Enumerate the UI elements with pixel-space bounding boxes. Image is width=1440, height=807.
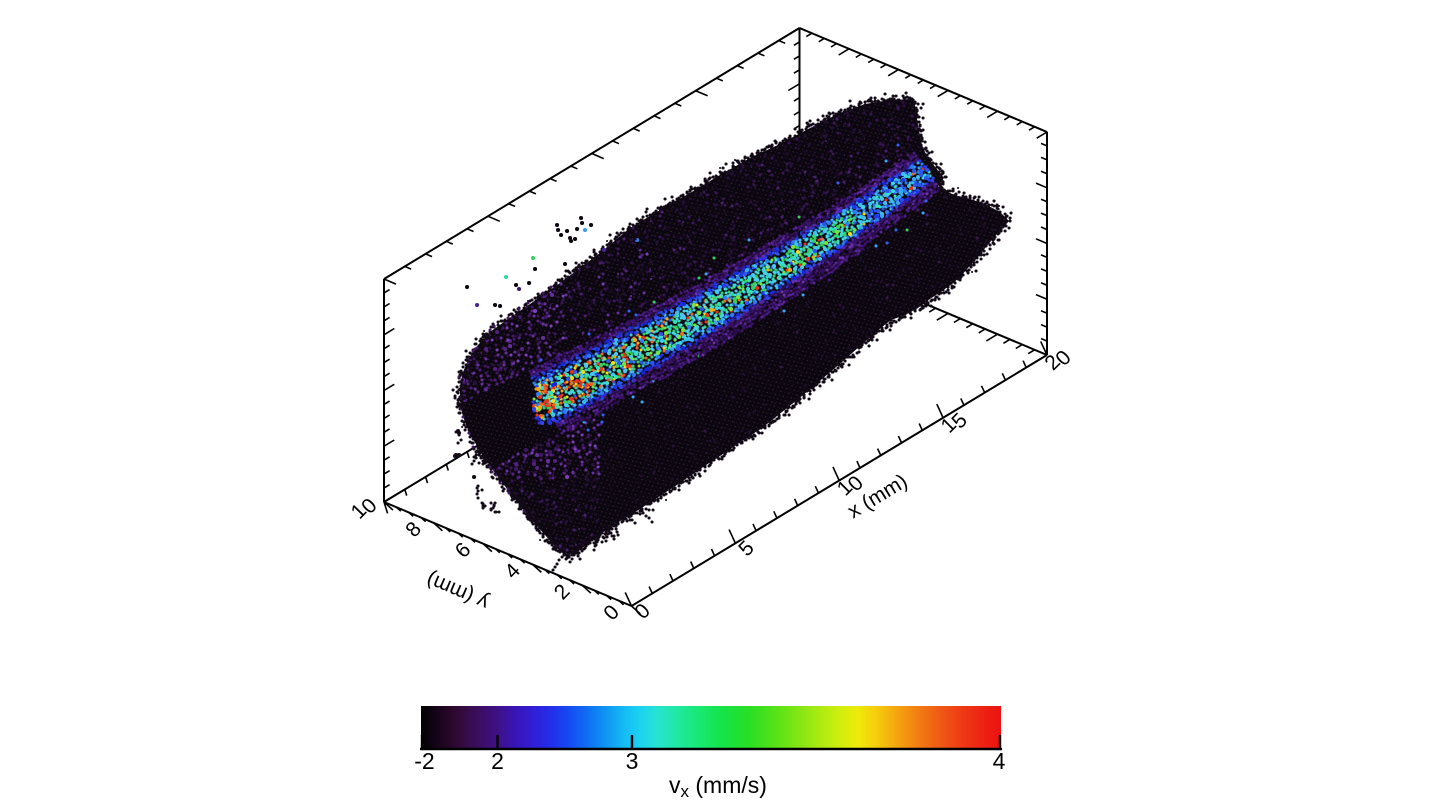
svg-text:3: 3 xyxy=(626,748,639,774)
svg-text:2: 2 xyxy=(491,748,504,774)
svg-text:-2: -2 xyxy=(414,748,434,774)
svg-text:vx (mm/s): vx (mm/s) xyxy=(669,772,767,801)
svg-text:4: 4 xyxy=(993,748,1006,774)
